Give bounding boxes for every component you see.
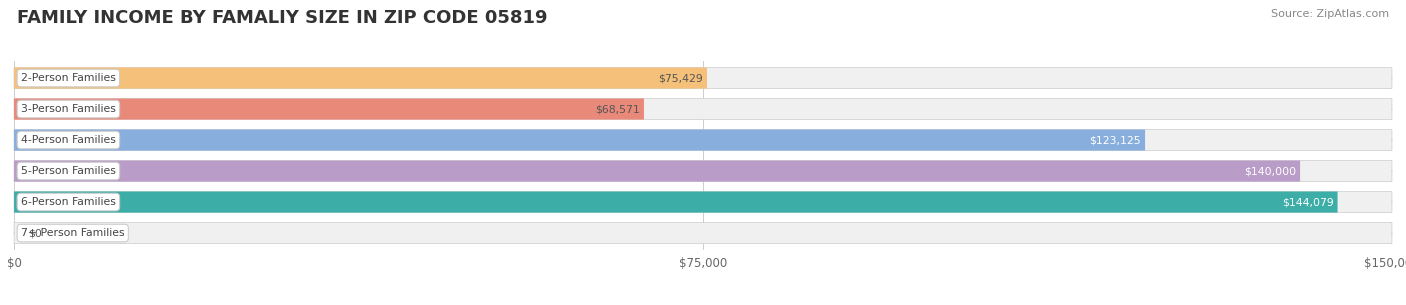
Text: $0: $0	[28, 228, 42, 238]
Text: 5-Person Families: 5-Person Families	[21, 166, 115, 176]
FancyBboxPatch shape	[14, 67, 707, 88]
Text: $144,079: $144,079	[1282, 197, 1333, 207]
FancyBboxPatch shape	[14, 130, 1144, 151]
FancyBboxPatch shape	[14, 160, 1301, 181]
FancyBboxPatch shape	[14, 192, 1337, 213]
FancyBboxPatch shape	[14, 192, 1392, 213]
FancyBboxPatch shape	[14, 223, 1392, 244]
Text: 6-Person Families: 6-Person Families	[21, 197, 115, 207]
FancyBboxPatch shape	[14, 99, 1392, 120]
Text: $123,125: $123,125	[1090, 135, 1140, 145]
Text: 7+ Person Families: 7+ Person Families	[21, 228, 125, 238]
Text: FAMILY INCOME BY FAMALIY SIZE IN ZIP CODE 05819: FAMILY INCOME BY FAMALIY SIZE IN ZIP COD…	[17, 9, 547, 27]
Text: $140,000: $140,000	[1244, 166, 1296, 176]
Text: 2-Person Families: 2-Person Families	[21, 73, 115, 83]
Text: 4-Person Families: 4-Person Families	[21, 135, 115, 145]
Text: Source: ZipAtlas.com: Source: ZipAtlas.com	[1271, 9, 1389, 19]
Text: 3-Person Families: 3-Person Families	[21, 104, 115, 114]
FancyBboxPatch shape	[14, 99, 644, 120]
Text: $75,429: $75,429	[658, 73, 703, 83]
FancyBboxPatch shape	[14, 130, 1392, 151]
FancyBboxPatch shape	[14, 160, 1392, 181]
Text: $68,571: $68,571	[595, 104, 640, 114]
FancyBboxPatch shape	[14, 67, 1392, 88]
